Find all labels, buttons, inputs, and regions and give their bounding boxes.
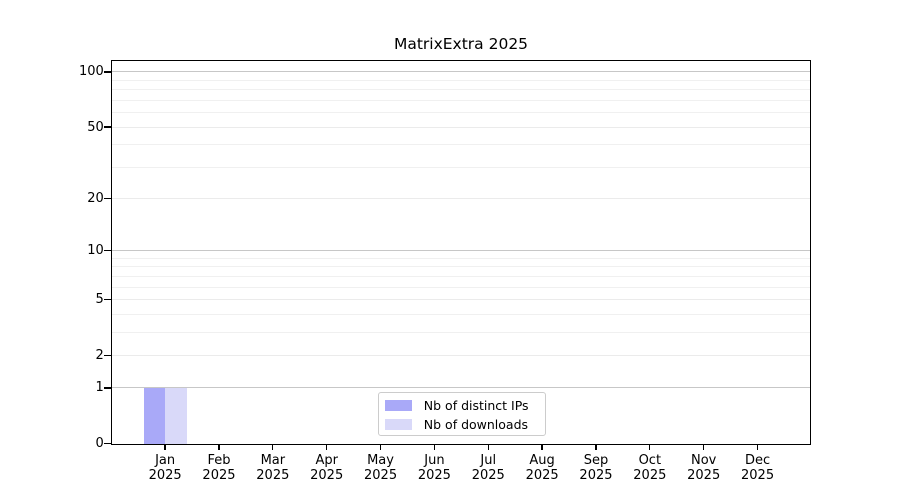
y-tick-5 — [103, 298, 111, 301]
x-tick-dec — [756, 444, 759, 451]
gridline-minor-8 — [111, 266, 810, 268]
gridline-minor-30 — [111, 166, 810, 168]
y-tick-label-50: 50 — [87, 119, 104, 135]
y-tick-1 — [103, 387, 111, 389]
bar-nb-of-distinct-ips-jan — [143, 387, 166, 444]
gridline-100 — [111, 71, 810, 73]
bar-nb-of-downloads-jan — [165, 387, 187, 444]
gridline-minor-3 — [111, 331, 810, 333]
gridline-50 — [111, 126, 810, 128]
y-tick-label-1: 1 — [95, 380, 104, 396]
x-tick-label-aug: Aug 2025 — [525, 452, 559, 484]
gridline-2 — [111, 354, 810, 356]
x-tick-may — [379, 444, 382, 451]
legend-swatch-0 — [384, 399, 412, 411]
x-tick-label-apr: Apr 2025 — [310, 452, 344, 484]
x-tick-label-dec: Dec 2025 — [741, 452, 775, 484]
x-tick-oct — [649, 444, 651, 451]
y-tick-2 — [103, 354, 111, 356]
y-tick-50 — [103, 126, 111, 128]
legend: Nb of distinct IPs Nb of downloads — [377, 391, 546, 436]
y-tick-label-2: 2 — [95, 347, 104, 363]
x-tick-aug — [541, 444, 543, 451]
legend-label-0: Nb of distinct IPs — [423, 397, 529, 413]
gridline-minor-4 — [111, 313, 810, 315]
y-tick-label-5: 5 — [95, 291, 104, 307]
x-tick-label-jan: Jan 2025 — [148, 452, 182, 484]
y-tick-20 — [103, 197, 111, 200]
gridline-minor-9 — [111, 257, 810, 259]
legend-row-1: Nb of downloads — [379, 415, 545, 434]
y-tick-10 — [103, 249, 111, 252]
gridline-minor-80 — [111, 89, 810, 91]
gridline-10 — [111, 250, 810, 252]
y-tick-label-20: 20 — [87, 190, 104, 206]
x-tick-nov — [703, 444, 705, 451]
gridline-minor-90 — [111, 79, 810, 81]
x-tick-label-mar: Mar 2025 — [256, 452, 290, 484]
x-tick-label-jun: Jun 2025 — [417, 452, 451, 484]
x-tick-sep — [595, 444, 597, 451]
x-tick-label-may: May 2025 — [364, 452, 398, 484]
legend-swatch-1 — [384, 418, 412, 430]
x-tick-label-nov: Nov 2025 — [687, 452, 721, 484]
x-tick-jun — [433, 444, 436, 451]
x-tick-label-jul: Jul 2025 — [471, 452, 505, 484]
x-tick-label-sep: Sep 2025 — [579, 452, 613, 484]
gridline-minor-40 — [111, 144, 810, 146]
gridline-minor-70 — [111, 99, 810, 101]
x-tick-jan — [164, 444, 166, 451]
gridline-minor-6 — [111, 286, 810, 288]
x-tick-label-feb: Feb 2025 — [202, 452, 236, 484]
gridline-20 — [111, 197, 810, 199]
y-tick-label-100: 100 — [78, 64, 104, 80]
chart-title: MatrixExtra 2025 — [393, 35, 529, 53]
legend-row-0: Nb of distinct IPs — [379, 396, 545, 415]
y-tick-100 — [103, 71, 111, 73]
x-tick-feb — [218, 444, 220, 451]
y-tick-0 — [103, 443, 111, 445]
x-tick-mar — [272, 444, 274, 451]
y-tick-label-10: 10 — [87, 243, 104, 259]
plot-area: 0 1 2 5 10 20 50 100 Jan 2025 Feb 2025 Mar 2025 Apr… — [79, 59, 811, 483]
y-tick-label-0: 0 — [95, 436, 104, 452]
gridline-5 — [111, 298, 810, 300]
gridline-1 — [111, 387, 810, 389]
x-tick-label-oct: Oct 2025 — [633, 452, 667, 484]
gridline-minor-60 — [111, 112, 810, 114]
x-tick-apr — [326, 444, 328, 451]
x-tick-jul — [487, 444, 489, 451]
legend-label-1: Nb of downloads — [423, 416, 529, 432]
gridline-minor-7 — [111, 275, 810, 277]
